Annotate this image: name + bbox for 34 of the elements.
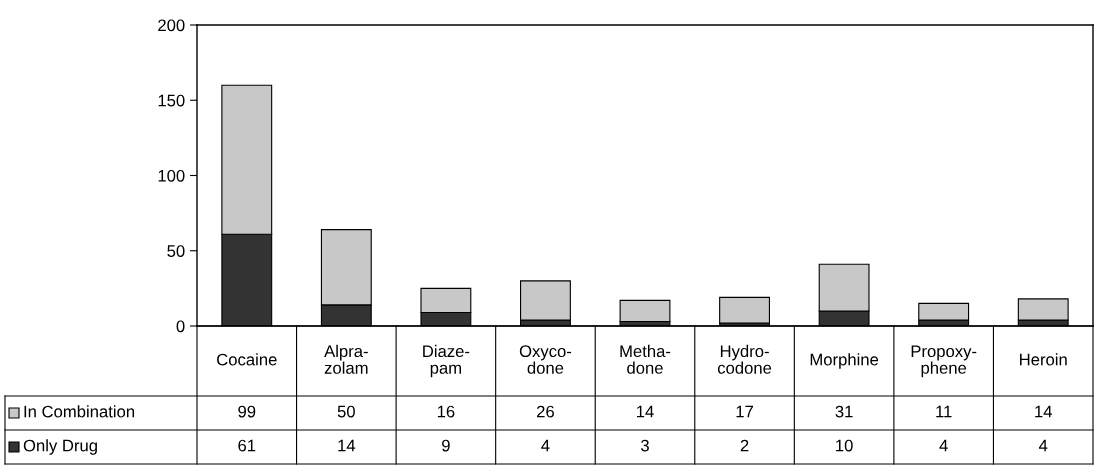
data-label: 14 [338,439,356,452]
y-tick-label: 50 [167,245,185,257]
data-label: 50 [337,405,355,418]
x-tick-label: Cocaine [217,353,277,366]
data-label: 99 [238,405,256,418]
legend-label: In Combination [24,405,135,418]
data-label: 4 [939,439,948,452]
x-tick-label: Heroin [1020,353,1067,366]
x-tick-label: Oxyco- done [519,345,572,374]
y-tick-label: 0 [176,320,185,333]
data-label: 2 [740,439,749,452]
data-label: 26 [537,405,554,418]
data-label: 14 [1035,405,1052,418]
data-label: 11 [936,405,952,418]
data-label: 31 [835,405,853,418]
data-label: 14 [637,405,654,418]
y-tick-label: 100 [158,169,185,182]
data-label: 61 [238,439,256,452]
data-label: 16 [437,405,455,418]
x-tick-label: Diaze- pam [423,344,470,378]
data-label: 17 [736,405,753,418]
x-tick-label: Morphine [810,353,879,369]
x-tick-label: Propoxy- phene [911,345,977,378]
data-label: 3 [641,439,649,452]
x-tick-label: Alpra- zolam [324,344,368,374]
data-label: 9 [442,439,450,452]
data-label: 4 [1038,439,1048,452]
data-label: 10 [836,439,853,452]
data-label: 4 [541,439,550,452]
x-tick-label: Hydro- codone [717,344,772,374]
y-tick-label: 150 [158,94,185,107]
y-tick-label: 200 [158,19,185,32]
legend-label: Only Drug [23,439,97,455]
x-tick-label: Metha- done [620,344,671,374]
